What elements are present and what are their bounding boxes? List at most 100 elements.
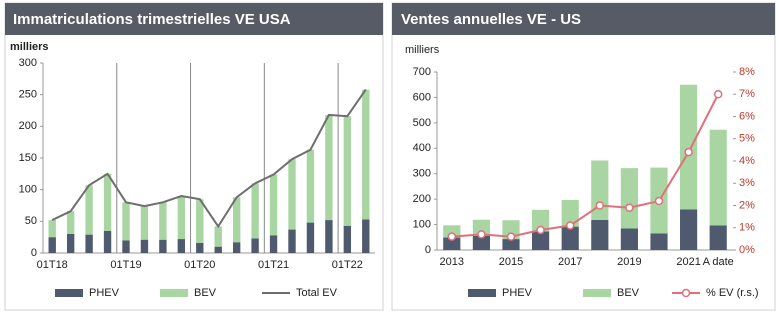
bar: [306, 149, 315, 223]
line-marker: [713, 90, 723, 99]
bar: [214, 226, 222, 247]
legend-swatch: [583, 289, 611, 297]
y-axis-label: milliers: [10, 41, 49, 53]
bar: [232, 242, 241, 253]
y-tick-label: 50: [25, 215, 37, 227]
bar: [122, 240, 130, 253]
legend-swatch: [468, 289, 496, 297]
bar: [472, 235, 490, 250]
y-tick-label: 700: [413, 66, 431, 78]
line-marker: [684, 147, 693, 157]
x-tick-label: A date: [703, 256, 734, 268]
bar: [269, 235, 278, 253]
y2-tick-label: 2%: [739, 199, 755, 211]
line-marker: [477, 230, 486, 239]
y2-tick-label: 0%: [739, 244, 755, 256]
y-tick-label: 200: [19, 120, 37, 132]
y-tick-label: 200: [413, 193, 431, 205]
bar: [561, 226, 579, 250]
x-tick-label: 01T18: [37, 259, 68, 271]
bar: [620, 168, 638, 229]
bar: [443, 237, 461, 250]
y2-tick-label: 6%: [739, 110, 755, 122]
y-axis-label: milliers: [405, 44, 440, 56]
bar: [591, 219, 609, 250]
bar: [502, 239, 520, 250]
line-marker: [595, 201, 605, 210]
panel-header: [392, 3, 775, 35]
y-tick-label: 400: [413, 142, 431, 154]
y-tick-label: 600: [413, 91, 431, 103]
panel: [4, 2, 384, 311]
bar: [140, 206, 149, 240]
x-tick-label: 2015: [499, 256, 523, 268]
x-tick-label: 2013: [440, 256, 464, 268]
bar: [591, 160, 609, 220]
bar: [103, 230, 112, 253]
bar: [214, 246, 222, 253]
panel-header: [5, 3, 383, 35]
x-tick-label: 01T20: [184, 259, 215, 271]
y2-tick-label: 3%: [739, 177, 755, 189]
bar: [709, 225, 727, 250]
bar: [159, 202, 167, 240]
line-marker: [506, 232, 516, 241]
line-marker: [625, 203, 634, 212]
legend-swatch: [160, 289, 188, 297]
y-tick-label: 100: [413, 218, 431, 230]
legend-label: % EV (r.s.): [706, 287, 759, 299]
bar: [196, 199, 204, 243]
legend-label: PHEV: [89, 287, 120, 299]
line: [51, 89, 367, 229]
line-marker: [654, 196, 664, 206]
chart-title: Immatriculations trimestrielles VE USA: [13, 11, 291, 28]
bar: [66, 211, 75, 234]
y2-tick-label: 4%: [739, 155, 755, 167]
y-tick-label: 0: [425, 244, 431, 256]
bar: [66, 234, 75, 253]
bar: [443, 225, 461, 238]
bar: [532, 231, 550, 250]
bar: [288, 229, 296, 253]
bar: [140, 239, 149, 253]
bar: [620, 228, 638, 250]
legend-label: BEV: [194, 287, 217, 299]
y-tick-label: 250: [19, 89, 37, 101]
bar: [650, 233, 668, 250]
legend-swatch: [55, 289, 83, 297]
bar: [362, 89, 370, 220]
bar: [709, 129, 727, 226]
bar: [502, 220, 520, 240]
bar: [680, 84, 698, 210]
x-tick-label: 01T19: [110, 259, 141, 271]
line-marker: [447, 232, 457, 241]
legend-label: Total EV: [296, 287, 338, 299]
bar: [232, 197, 241, 243]
chart-title: Ventes annuelles VE - US: [401, 11, 581, 28]
x-tick-label: 2017: [558, 256, 582, 268]
bar: [362, 219, 370, 253]
bar: [251, 238, 259, 253]
y-tick-label: 150: [19, 152, 37, 164]
bar: [196, 242, 204, 253]
y-tick-label: 300: [19, 57, 37, 69]
bar: [103, 173, 112, 231]
bar: [306, 222, 315, 253]
bar: [48, 237, 56, 253]
bar: [85, 185, 93, 235]
bar: [343, 116, 352, 226]
bar: [177, 239, 186, 253]
line: [451, 93, 720, 238]
bar: [251, 183, 259, 239]
bar: [680, 209, 698, 250]
bar: [472, 219, 490, 236]
y2-tick-label: 7%: [739, 88, 755, 100]
bar: [325, 220, 333, 253]
y-tick-label: 0: [31, 247, 37, 259]
y-tick-label: 100: [19, 184, 37, 196]
line-marker: [536, 225, 545, 235]
y2-tick-label: 1%: [739, 222, 755, 234]
line-marker: [565, 221, 575, 230]
y-tick-label: 500: [413, 117, 431, 129]
